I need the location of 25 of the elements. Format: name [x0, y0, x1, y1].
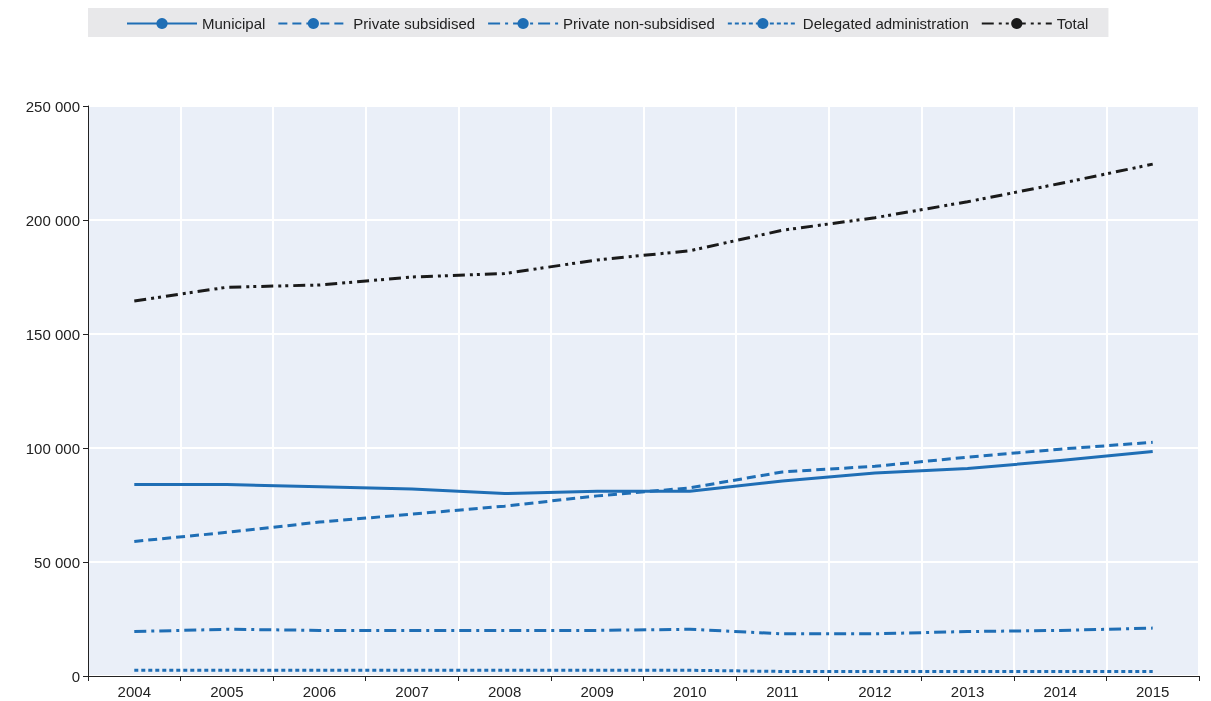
legend-label: Municipal	[202, 15, 266, 32]
x-tick-label: 2007	[395, 683, 429, 700]
legend-label: Private non-subsidised	[563, 15, 715, 32]
x-tick-label: 2004	[117, 683, 151, 700]
line-series	[132, 162, 1155, 303]
legend-label: Total	[1056, 15, 1089, 32]
legend-label: Delegated administration	[802, 15, 969, 32]
y-tick-label: 150 000	[25, 325, 80, 343]
legend-label: Private subsidised	[353, 15, 476, 32]
y-tick-label: 200 000	[25, 211, 80, 229]
y-tick-label: 100 000	[25, 439, 80, 457]
x-tick-label: 2006	[302, 683, 337, 700]
x-tick-label: 2005	[210, 683, 244, 700]
x-tick-label: 2014	[1043, 683, 1077, 700]
y-tick-label: 50 000	[34, 553, 80, 571]
x-tick-label: 2011	[766, 683, 799, 700]
x-tick-label: 2010	[673, 683, 707, 700]
x-tick-label: 2008	[487, 683, 522, 700]
line-series	[132, 440, 1155, 543]
y-tick-label: 0	[71, 667, 80, 685]
x-tick-label: 2015	[1136, 683, 1170, 700]
y-tick-label: 250 000	[25, 97, 80, 115]
x-tick-label: 2009	[580, 683, 614, 700]
x-tick-label: 2012	[858, 683, 892, 700]
x-tick-label: 2013	[950, 683, 985, 700]
